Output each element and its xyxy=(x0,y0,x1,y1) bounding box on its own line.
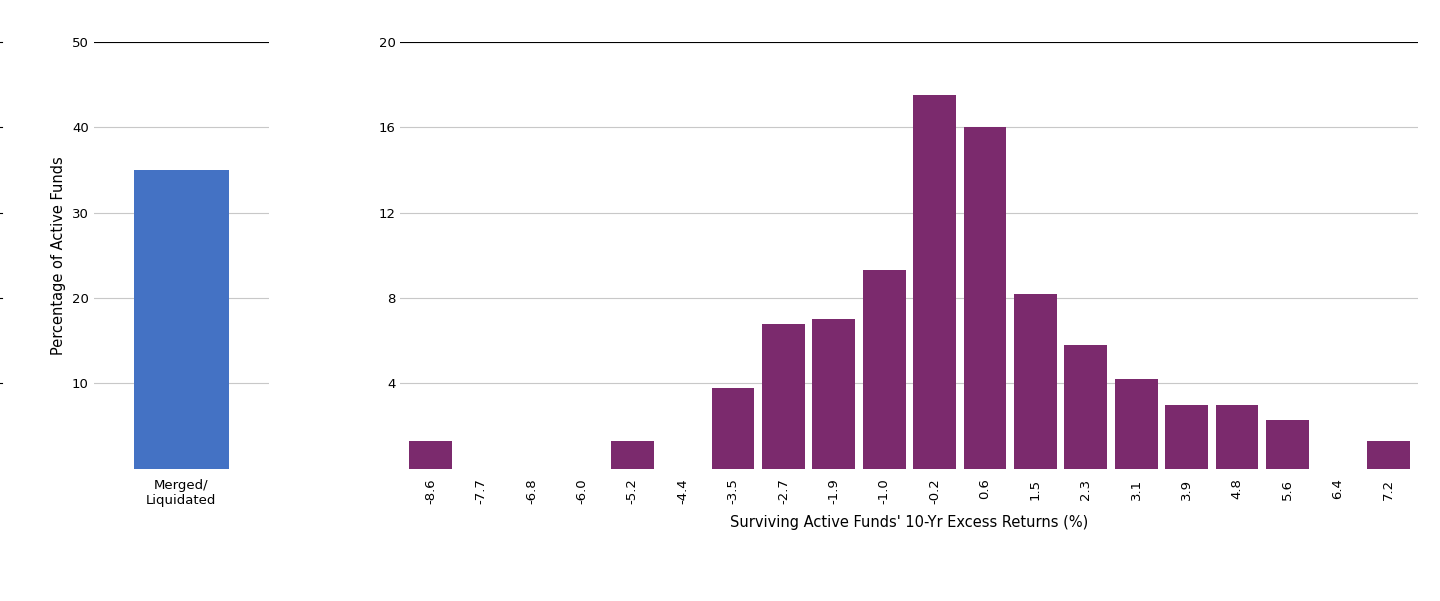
Bar xyxy=(1064,345,1107,469)
Bar xyxy=(963,127,1007,469)
Bar xyxy=(863,270,906,469)
Bar xyxy=(812,319,855,469)
Bar xyxy=(611,441,654,469)
X-axis label: Surviving Active Funds' 10-Yr Excess Returns (%): Surviving Active Funds' 10-Yr Excess Ret… xyxy=(730,516,1089,531)
Bar xyxy=(1014,294,1057,469)
Bar xyxy=(409,441,452,469)
Bar xyxy=(1367,441,1410,469)
Bar xyxy=(1165,405,1208,469)
Bar xyxy=(913,96,956,469)
Bar xyxy=(711,388,755,469)
Bar xyxy=(1115,379,1158,469)
Y-axis label: Percentage of Active Funds: Percentage of Active Funds xyxy=(52,156,66,355)
Bar xyxy=(1266,419,1309,469)
Bar xyxy=(1215,405,1259,469)
Bar xyxy=(134,170,229,469)
Bar xyxy=(762,324,805,469)
